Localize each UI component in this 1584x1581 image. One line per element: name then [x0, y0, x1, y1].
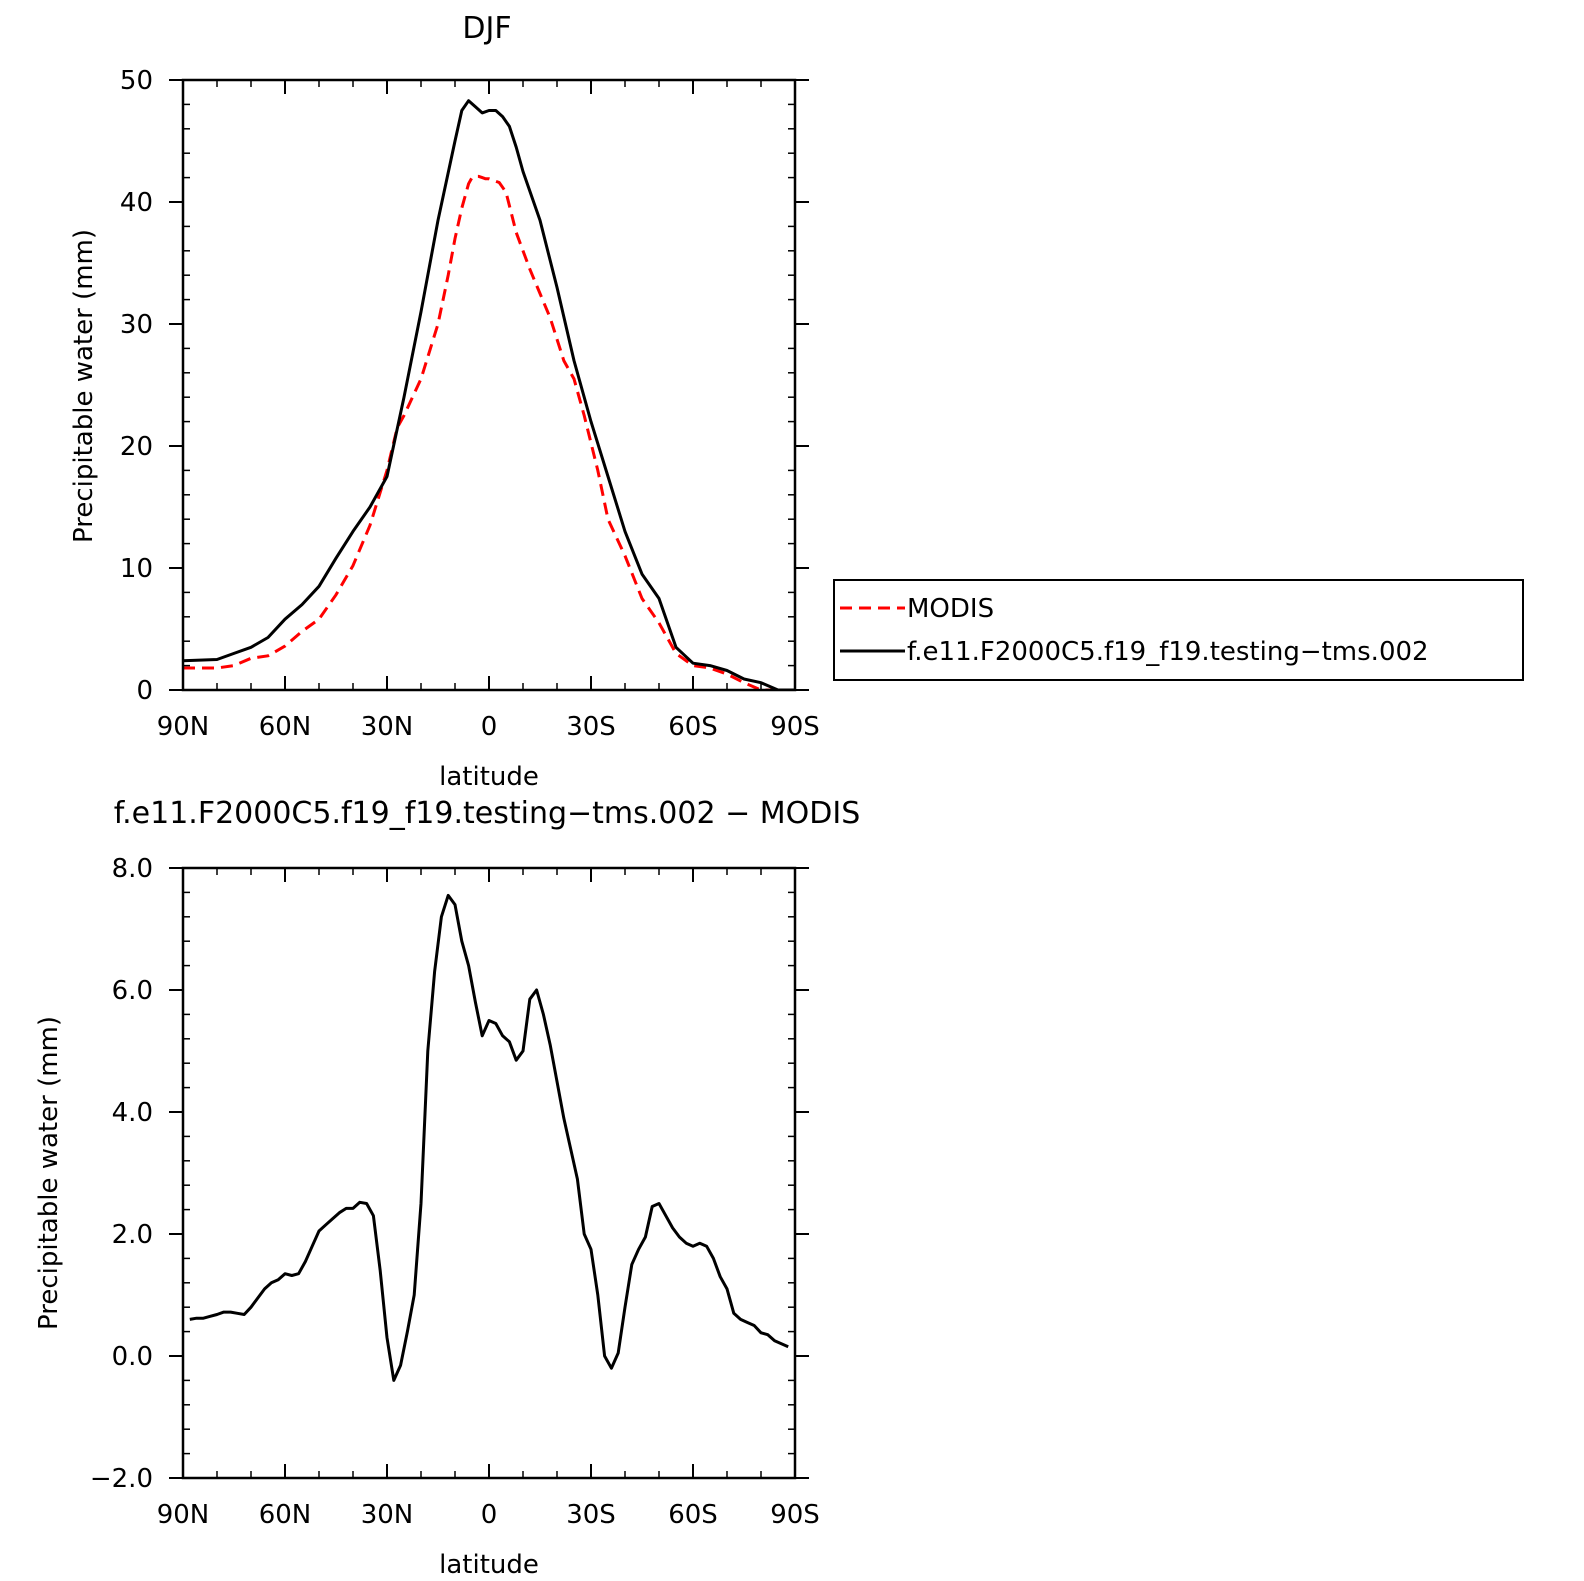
- top-series-line-0: [183, 174, 795, 690]
- top-x-tick-label: 90N: [157, 712, 210, 742]
- top-x-tick-label: 90S: [770, 712, 820, 742]
- bottom-x-tick-label: 60N: [259, 1500, 312, 1530]
- legend-label-modis: MODIS: [907, 594, 994, 624]
- top-y-axis-label: Precipitable water (mm): [69, 229, 99, 543]
- bottom-x-tick-label: 30S: [566, 1500, 616, 1530]
- bottom-panel: f.e11.F2000C5.f19_f19.testing−tms.002 − …: [34, 796, 860, 1580]
- bottom-plot-frame: [181, 866, 797, 1480]
- bottom-panel-title: f.e11.F2000C5.f19_f19.testing−tms.002 − …: [114, 796, 861, 831]
- bottom-x-tick-label: 60S: [668, 1500, 718, 1530]
- bottom-x-axis-label: latitude: [439, 1550, 539, 1580]
- bottom-y-tick-label: −2.0: [90, 1464, 153, 1494]
- legend-label-model: f.e11.F2000C5.f19_f19.testing−tms.002: [907, 637, 1429, 667]
- top-x-axis-label: latitude: [439, 762, 539, 792]
- top-plot-frame: [181, 78, 797, 692]
- top-panel: DJF 90N 60N 30N 0 30S 60S 90S 0 10 20 30 40 50 latit…: [69, 11, 820, 792]
- bottom-x-tick-label: 30N: [361, 1500, 414, 1530]
- top-y-tick-label: 0: [136, 676, 153, 706]
- bottom-x-tick-label: 90S: [770, 1500, 820, 1530]
- top-x-tick-label: 60S: [668, 712, 718, 742]
- top-series-line-1: [183, 99, 795, 690]
- bottom-y-tick-label: 2.0: [112, 1220, 153, 1250]
- legend-box: [833, 579, 1524, 681]
- top-x-tick-label: 30N: [361, 712, 414, 742]
- bottom-y-tick-label: 0.0: [112, 1342, 153, 1372]
- bottom-x-tick-label: 90N: [157, 1500, 210, 1530]
- bottom-y-tick-label: 8.0: [112, 854, 153, 884]
- top-x-tick-label: 30S: [566, 712, 616, 742]
- top-y-tick-label: 20: [120, 432, 153, 462]
- top-panel-title: DJF: [462, 11, 511, 46]
- top-y-tick-label: 50: [120, 66, 153, 96]
- top-y-tick-label: 10: [120, 554, 153, 584]
- bottom-y-tick-label: 6.0: [112, 976, 153, 1006]
- legend: MODIS f.e11.F2000C5.f19_f19.testing−tms.…: [833, 579, 1524, 681]
- top-x-tick-label: 0: [481, 712, 498, 742]
- bottom-x-tick-label: 0: [481, 1500, 498, 1530]
- bottom-y-axis-label: Precipitable water (mm): [34, 1016, 64, 1330]
- top-y-tick-label: 40: [120, 188, 153, 218]
- top-x-tick-label: 60N: [259, 712, 312, 742]
- top-y-tick-label: 30: [120, 310, 153, 340]
- bottom-y-tick-label: 4.0: [112, 1098, 153, 1128]
- bottom-series-line-0: [189, 893, 789, 1382]
